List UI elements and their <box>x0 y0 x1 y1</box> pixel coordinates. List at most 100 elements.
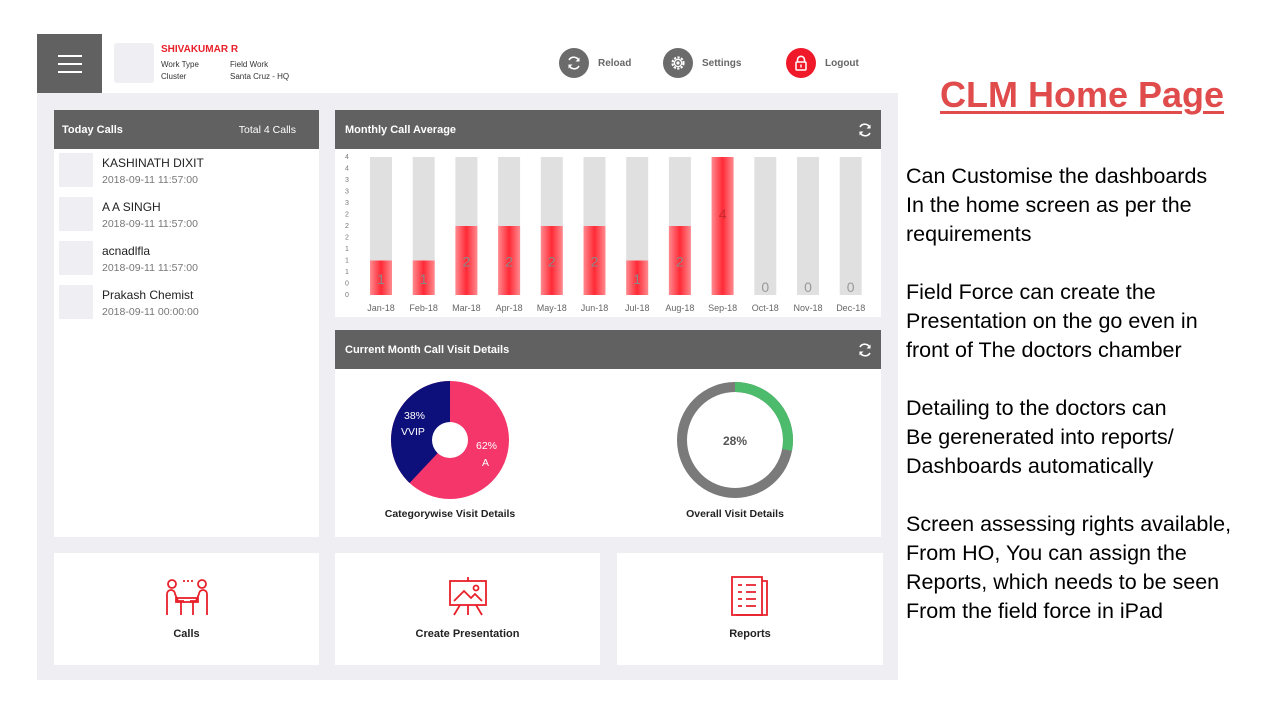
x-tick-label: Apr-18 <box>496 303 523 313</box>
y-tick-label: 0 <box>345 281 349 288</box>
call-time: 2018-09-11 11:57:00 <box>102 218 198 230</box>
x-tick-label: May-18 <box>537 303 567 313</box>
description-paragraph: Detailing to the doctors can Be gerenera… <box>906 396 1174 478</box>
today-calls-total: Total 4 Calls <box>238 123 296 136</box>
menu-icon <box>57 54 82 57</box>
cluster-value: Santa Cruz - HQ <box>230 72 290 81</box>
bar-value-label: 0 <box>847 279 855 295</box>
refresh-icon[interactable] <box>857 122 873 138</box>
x-tick-label: Aug-18 <box>665 303 694 313</box>
bar-track <box>754 157 777 295</box>
x-tick-label: Jan-18 <box>367 303 395 313</box>
x-tick-label: Mar-18 <box>452 303 481 313</box>
bar-track <box>839 157 862 295</box>
y-tick-label: 4 <box>345 166 349 173</box>
x-tick-label: Jun-18 <box>581 303 609 313</box>
y-tick-label: 3 <box>345 189 349 196</box>
pie-a-label: A <box>482 457 489 469</box>
x-tick-label: Feb-18 <box>409 303 438 313</box>
create-presentation-label: Create Presentation <box>415 628 520 640</box>
work-type-label: Work Type <box>161 60 199 69</box>
bar-feb-18[interactable] <box>412 260 435 296</box>
x-tick-label: Jul-18 <box>625 303 650 313</box>
y-tick-label: 3 <box>345 177 349 184</box>
bar-sep-18[interactable] <box>711 157 734 295</box>
user-meta: Work Type Field Work Cluster Santa Cruz … <box>161 59 289 83</box>
bar-value-label: 1 <box>420 271 428 287</box>
list-item[interactable]: acnadlfla 2018-09-11 11:57:00 <box>54 237 319 281</box>
call-thumbnail <box>59 241 93 275</box>
list-item[interactable]: Prakash Chemist 2018-09-11 00:00:00 <box>54 281 319 325</box>
bar-value-label: 1 <box>377 271 385 287</box>
user-name: SHIVAKUMAR R <box>161 44 239 55</box>
y-tick-label: 3 <box>345 200 349 207</box>
logout-label: Logout <box>825 57 859 69</box>
categorywise-pie-chart: 38% VVIP 62% A <box>391 381 509 499</box>
visit-details-card: Current Month Call Visit Details 38% VVI… <box>335 330 881 537</box>
y-tick-label: 4 <box>345 154 349 161</box>
bar-jun-18[interactable] <box>583 226 606 295</box>
hamburger-menu-button[interactable] <box>37 34 102 93</box>
visit-details-header: Current Month Call Visit Details <box>335 330 881 369</box>
bar-value-label: 0 <box>761 279 769 295</box>
create-presentation-tile[interactable]: Create Presentation <box>335 553 600 665</box>
monthly-call-average-card: Monthly Call Average 4 4 3 3 3 2 2 2 1 1 1 0 0 1 1 2 2 2… <box>335 110 881 317</box>
pie-vvip-pct: 38% <box>404 410 425 422</box>
cluster-label: Cluster <box>161 72 187 81</box>
refresh-icon[interactable] <box>857 342 873 358</box>
reload-button[interactable]: Reload <box>559 48 631 78</box>
list-item[interactable]: A A SINGH 2018-09-11 11:57:00 <box>54 193 319 237</box>
x-tick-label: Oct-18 <box>752 303 779 313</box>
y-tick-label: 1 <box>345 258 349 265</box>
call-name: acnadlfla <box>102 244 151 258</box>
ring-progress <box>734 382 793 451</box>
reports-tile[interactable]: Reports <box>617 553 883 665</box>
settings-label: Settings <box>702 57 742 69</box>
call-time: 2018-09-11 11:57:00 <box>102 262 198 274</box>
presentation-board-icon <box>448 577 487 616</box>
settings-button[interactable]: Settings <box>663 48 741 78</box>
bar-mar-18[interactable] <box>455 226 478 295</box>
today-calls-header: Today Calls Total 4 Calls <box>54 110 319 149</box>
bar-value-label: 2 <box>505 254 513 270</box>
bar-value-label: 2 <box>591 254 599 270</box>
call-time: 2018-09-11 11:57:00 <box>102 174 198 186</box>
x-tick-label: Dec-18 <box>836 303 865 313</box>
ring-value: 28% <box>723 434 747 448</box>
bar-value-label: 2 <box>676 254 684 270</box>
overall-visit-title: Overall Visit Details <box>686 508 784 520</box>
bar-track <box>797 157 819 295</box>
description-paragraph: Can Customise the dashboards In the home… <box>906 164 1208 246</box>
overall-visit-ring: 28% <box>677 382 793 498</box>
y-tick-label: 1 <box>345 246 349 253</box>
calls-tile[interactable]: Calls <box>54 553 319 665</box>
call-name: Prakash Chemist <box>102 288 194 302</box>
bar-may-18[interactable] <box>540 226 563 295</box>
list-item[interactable]: KASHINATH DIXIT 2018-09-11 11:57:00 <box>54 149 319 193</box>
bar-apr-18[interactable] <box>498 226 521 295</box>
work-type-value: Field Work <box>230 60 269 69</box>
call-thumbnail <box>59 197 93 231</box>
logout-button[interactable]: Logout <box>786 48 859 78</box>
bar-jul-18[interactable] <box>626 260 649 296</box>
description-paragraph: Field Force can create the Presentation … <box>906 280 1198 362</box>
bar-value-label: 1 <box>633 271 641 287</box>
bar-value-label: 2 <box>463 254 471 270</box>
x-tick-label: Nov-18 <box>793 303 822 313</box>
clm-app-screen: SHIVAKUMAR R Work Type Field Work Cluste… <box>37 34 898 680</box>
call-thumbnail <box>59 285 93 319</box>
y-tick-label: 1 <box>345 269 349 276</box>
today-calls-title: Today Calls <box>62 123 123 136</box>
categorywise-title: Categorywise Visit Details <box>384 508 516 520</box>
pie-vvip-label: VVIP <box>401 426 425 438</box>
monthly-call-header: Monthly Call Average <box>335 110 881 149</box>
today-calls-card: Today Calls Total 4 Calls KASHINATH DIXI… <box>54 110 319 537</box>
y-tick-label: 2 <box>345 223 349 230</box>
report-document-icon <box>731 576 768 616</box>
call-thumbnail <box>59 153 93 187</box>
bar-jan-18[interactable] <box>370 260 392 296</box>
reports-label: Reports <box>729 628 771 640</box>
call-name: KASHINATH DIXIT <box>102 156 204 170</box>
bar-aug-18[interactable] <box>668 226 691 295</box>
y-tick-label: 0 <box>345 292 349 299</box>
